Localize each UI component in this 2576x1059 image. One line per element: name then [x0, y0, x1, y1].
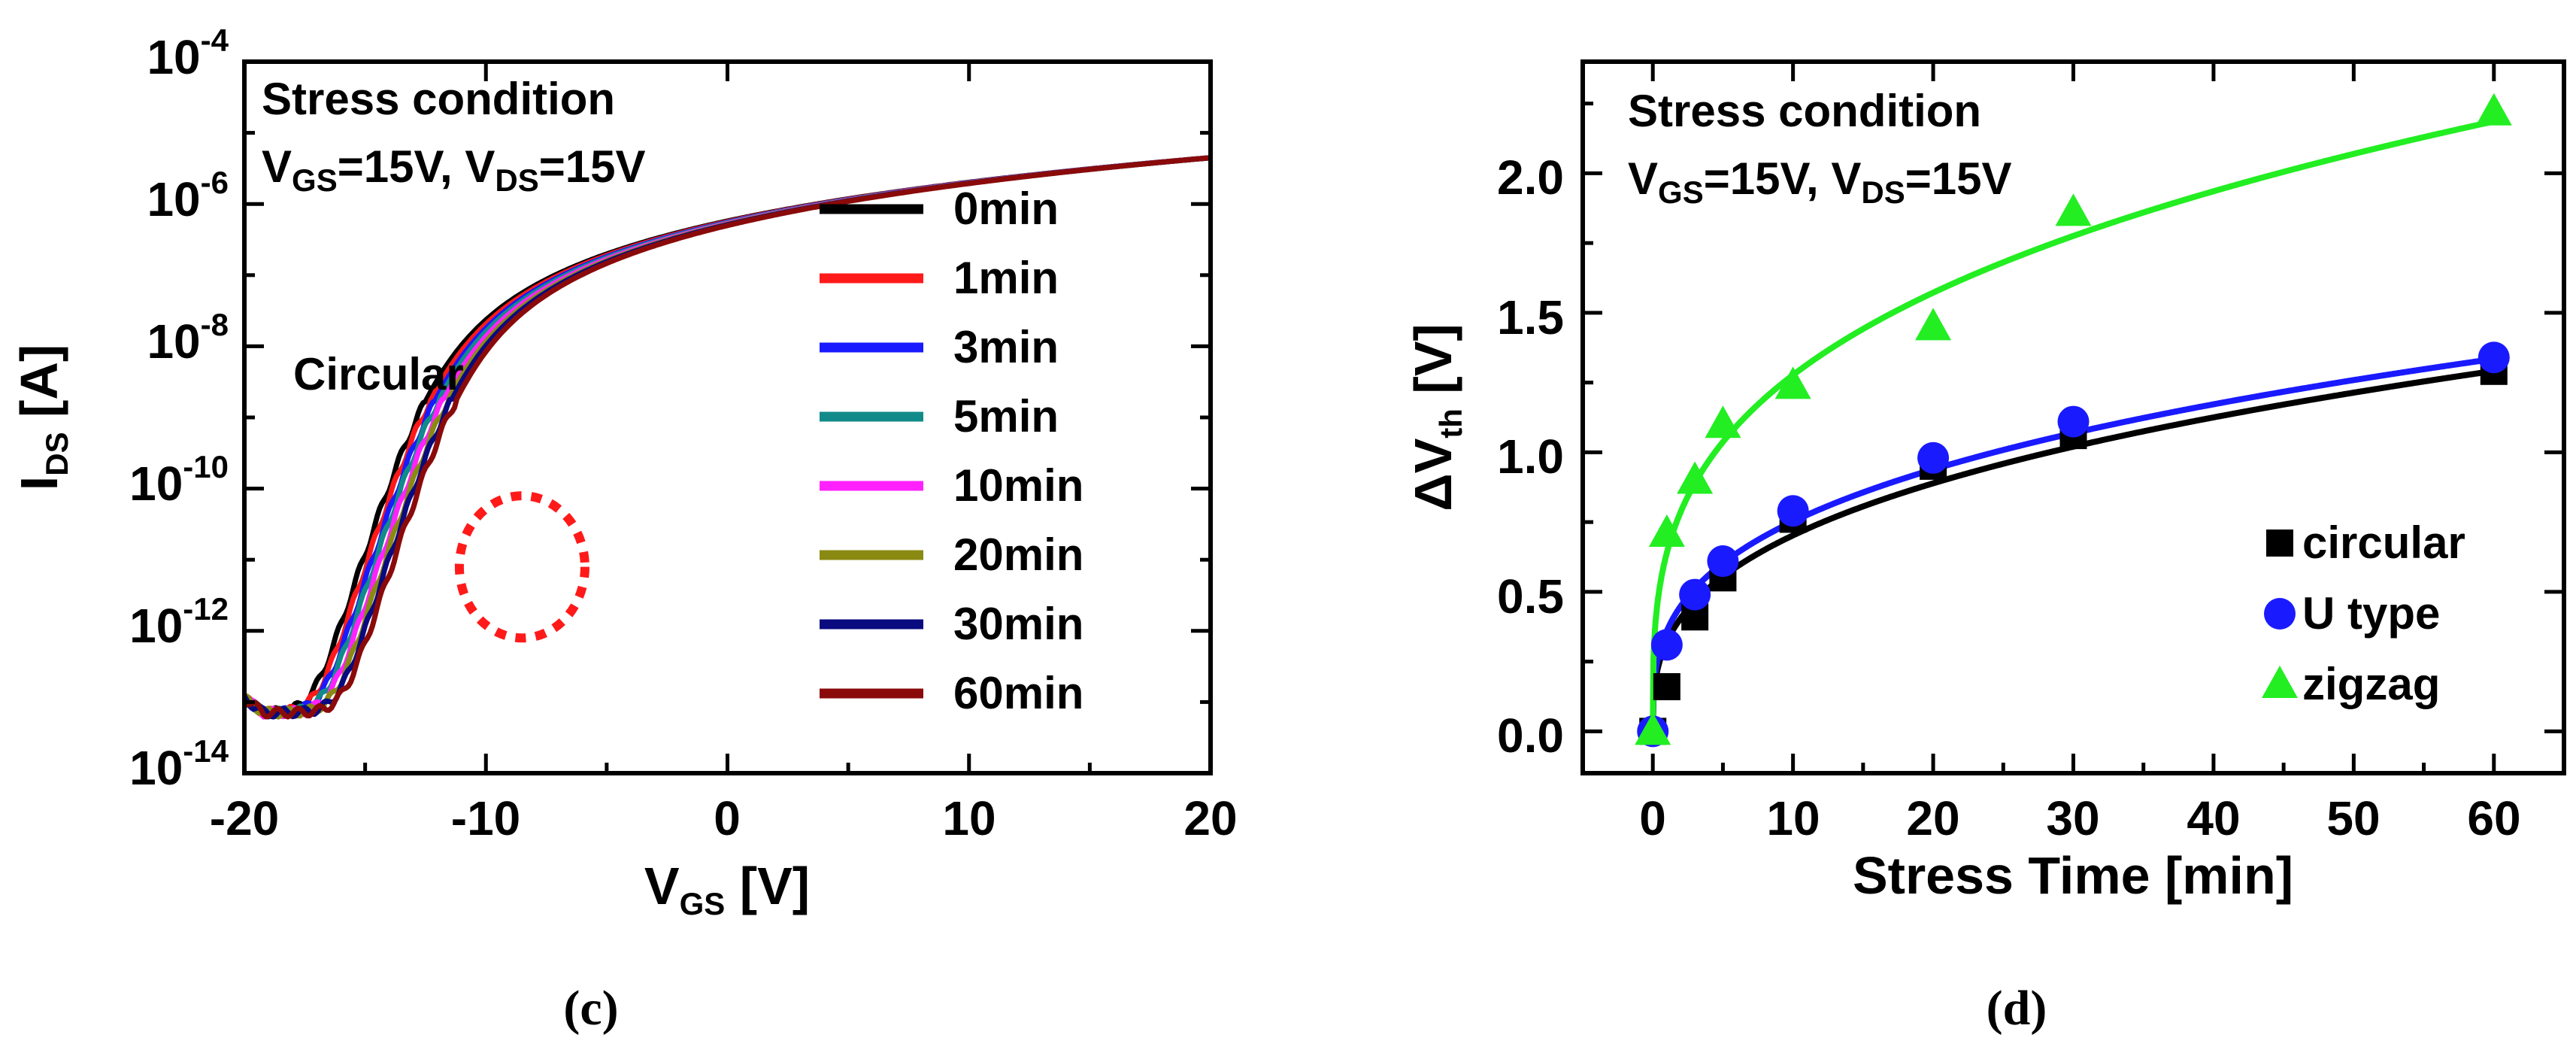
point-U-type	[1917, 442, 1950, 474]
c-axis-ticks	[242, 59, 1213, 775]
d-data-points	[1635, 93, 2512, 748]
c-ytick-label: 10-14	[129, 733, 229, 795]
point-zigzag	[1648, 514, 1685, 547]
point-zigzag	[1915, 308, 1952, 341]
d-ytick-label: 1.5	[1497, 290, 1564, 344]
legend-label-circular: circular	[2302, 517, 2465, 568]
c-ytick-label: 10-6	[147, 165, 229, 226]
c-ytick-label: 10-12	[129, 591, 229, 653]
c-xtick-label: 10	[942, 791, 996, 845]
point-U-type	[1707, 545, 1739, 578]
c-ytick-label: 10-8	[147, 307, 229, 369]
point-zigzag	[1635, 712, 1671, 745]
d-xtick-label: 30	[2046, 791, 2099, 845]
point-circular	[1653, 672, 1680, 700]
c-legend: 0min 1min 3min 5min 10min 20min 30min 60min	[820, 184, 1083, 718]
legend-marker-zigzag	[2262, 666, 2298, 698]
c-xtick-label: -10	[451, 791, 521, 845]
c-stress-condition: VGS=15V, VDS=15V	[262, 141, 646, 198]
d-xtick-label: 0	[1639, 791, 1666, 845]
legend-label-0min: 0min	[953, 184, 1059, 234]
c-xtick-label: 0	[714, 791, 741, 845]
legend-label-10min: 10min	[953, 460, 1083, 511]
d-stress-condition: VGS=15V, VDS=15V	[1628, 153, 2012, 210]
c-ytick-label: 10-10	[129, 449, 229, 511]
caption-d: (d)	[1987, 981, 2047, 1036]
legend-label-30min: 30min	[953, 599, 1083, 649]
d-legend: circular U type zigzag	[2262, 517, 2465, 709]
caption-c: (c)	[563, 981, 618, 1036]
point-zigzag	[2475, 93, 2512, 126]
d-xtick-label: 10	[1766, 791, 1820, 845]
legend-marker-circular	[2266, 530, 2293, 557]
legend-label-U-type: U type	[2302, 588, 2440, 639]
legend-label-zigzag: zigzag	[2302, 659, 2440, 709]
legend-label-20min: 20min	[953, 530, 1083, 580]
chart-panel-c: 10-4 10-6 10-8 10-10 10-12 10-14 -20 -10…	[10, 23, 1238, 1036]
curve-60min	[244, 155, 1211, 720]
legend-label-5min: 5min	[953, 391, 1059, 442]
point-U-type	[2057, 405, 2090, 438]
d-ytick-label: 2.0	[1497, 150, 1564, 205]
point-U-type	[2478, 341, 2510, 374]
d-y-axis-label: ΔVth [V]	[1404, 323, 1468, 511]
d-xtick-label: 20	[1906, 791, 1959, 845]
d-x-axis-label: Stress Time [min]	[1853, 846, 2293, 905]
point-U-type	[1777, 495, 1809, 527]
point-zigzag	[2055, 193, 2092, 226]
legend-marker-U-type	[2264, 598, 2296, 630]
d-ytick-label: 0.5	[1497, 569, 1564, 624]
c-y-axis-label: IDS [A]	[10, 344, 74, 490]
c-stress-title: Stress condition	[262, 74, 615, 124]
chart-panel-d: 0.0 0.5 1.0 1.5 2.0 0 10 20 30 40 50 60 …	[1404, 59, 2566, 1036]
c-circular-annotation: Circular	[293, 349, 464, 399]
d-xtick-label: 60	[2467, 791, 2520, 845]
highlight-circle	[454, 491, 589, 643]
c-x-axis-label: VGS [V]	[644, 857, 810, 921]
legend-label-3min: 3min	[953, 322, 1059, 372]
d-xtick-label: 40	[2187, 791, 2240, 845]
c-curves	[244, 155, 1211, 720]
d-ytick-label: 0.0	[1497, 709, 1564, 763]
c-xtick-label: -20	[210, 791, 280, 845]
d-xtick-label: 50	[2326, 791, 2380, 845]
legend-label-60min: 60min	[953, 668, 1083, 718]
c-xtick-label: 20	[1183, 791, 1237, 845]
d-axis-ticks	[1580, 62, 2566, 773]
legend-label-1min: 1min	[953, 253, 1059, 303]
point-zigzag	[1705, 405, 1741, 438]
d-ytick-label: 1.0	[1497, 429, 1564, 484]
point-U-type	[1679, 578, 1711, 611]
d-stress-title: Stress condition	[1628, 86, 1981, 136]
point-zigzag	[1677, 461, 1714, 494]
c-ytick-label: 10-4	[147, 23, 229, 84]
point-zigzag	[1774, 366, 1811, 399]
point-U-type	[1650, 629, 1683, 661]
